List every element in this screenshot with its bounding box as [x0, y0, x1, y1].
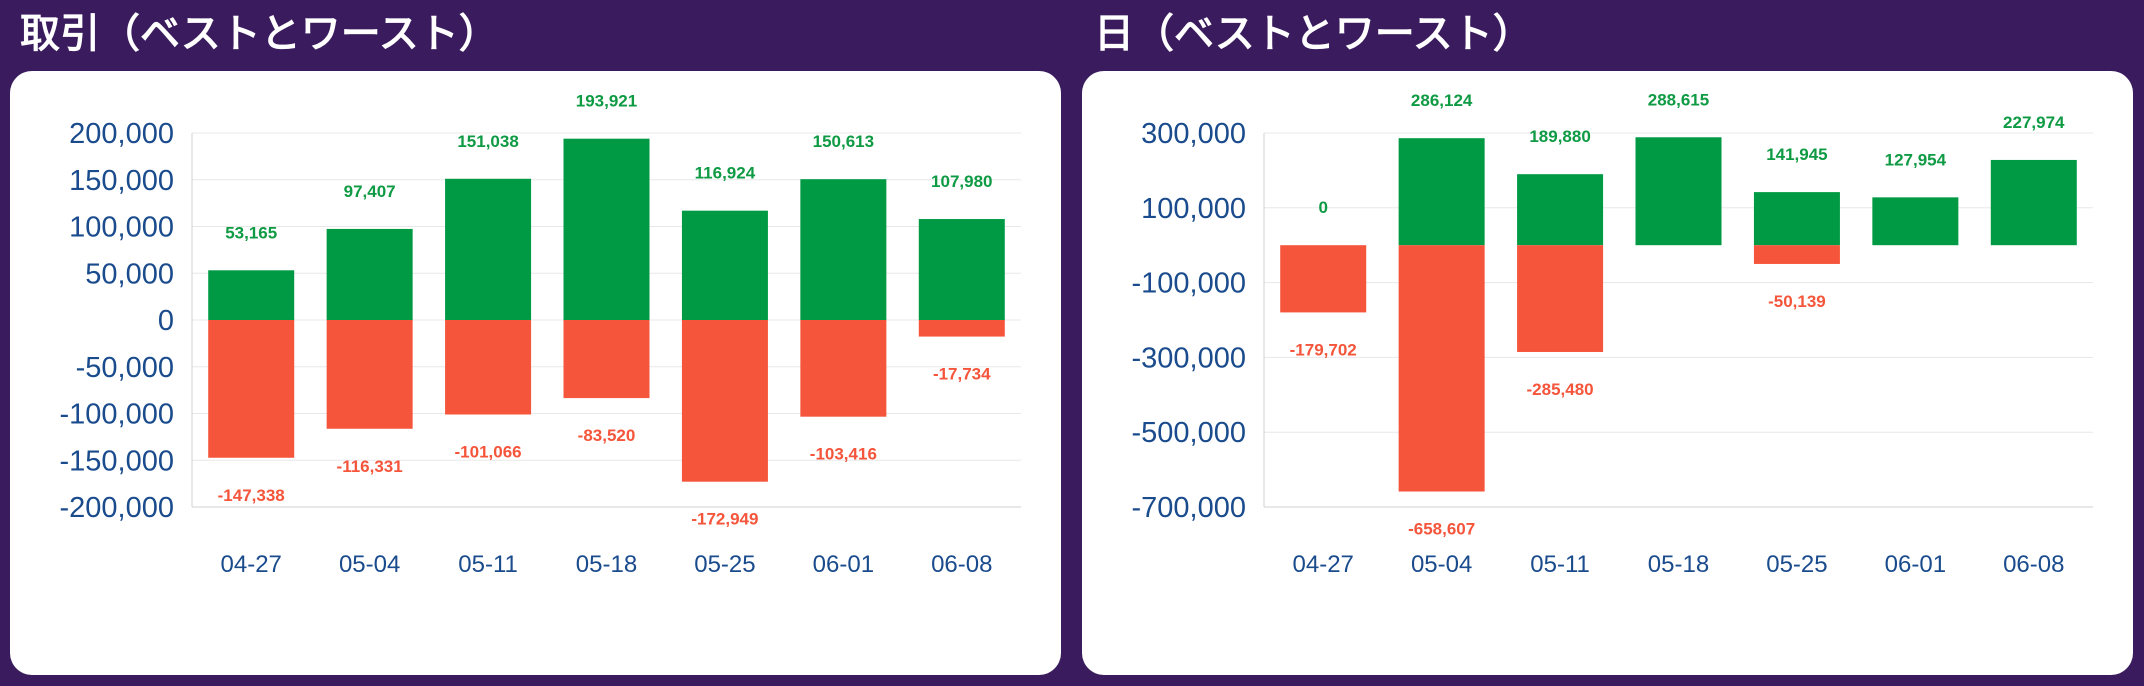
- chart-days: 300,000 100,000 -100,000 -300,000 -500,000 -7…: [1132, 90, 2093, 578]
- data-label-worst: -17,734: [933, 365, 991, 384]
- chart-card-days: 300,000 100,000 -100,000 -300,000 -500,000 -7…: [1082, 71, 2133, 675]
- y-tick-label: 150,000: [69, 165, 174, 197]
- data-label-worst: -658,607: [1408, 520, 1475, 539]
- y-tick-label: 300,000: [1141, 118, 1246, 150]
- bar-worst: [445, 320, 532, 415]
- x-tick-label: 05-25: [694, 551, 755, 578]
- y-tick-label: -200,000: [60, 492, 175, 524]
- y-tick-label: -300,000: [1132, 342, 1247, 374]
- bar-worst: [563, 320, 650, 399]
- data-label-best: 193,921: [576, 92, 637, 111]
- data-label-best: 150,613: [813, 132, 874, 151]
- chart-trades: 200,000 150,000 100,000 50,000 0 -50,000 -100,…: [60, 92, 1021, 578]
- bar-best: [563, 138, 650, 320]
- x-tick-label: 05-11: [1530, 551, 1590, 578]
- x-tick-label: 05-11: [458, 551, 518, 578]
- bar-best: [1753, 192, 1840, 246]
- data-label-best: 127,954: [1885, 150, 1947, 169]
- x-tick-label: 06-01: [813, 551, 874, 578]
- x-tick-label: 04-27: [221, 551, 282, 578]
- y-tick-label: -150,000: [60, 445, 175, 477]
- x-tick-label: 06-08: [931, 551, 992, 578]
- bar-best: [681, 210, 768, 320]
- data-label-best: 227,974: [2003, 113, 2065, 132]
- data-label-best: 288,615: [1648, 90, 1709, 109]
- bar-worst: [800, 320, 887, 417]
- bar-best: [918, 219, 1005, 320]
- chart-title-days: 日（ベストとワースト）: [1094, 11, 1533, 57]
- data-label-worst: -172,949: [691, 510, 758, 529]
- data-label-worst: -285,480: [1527, 380, 1594, 399]
- y-tick-label: 200,000: [69, 118, 174, 150]
- bar-best: [1635, 137, 1722, 246]
- bar-worst: [1517, 245, 1604, 352]
- x-tick-label: 05-18: [1648, 551, 1709, 578]
- bar-worst: [1398, 245, 1485, 492]
- bar-best: [326, 228, 413, 320]
- data-label-best: 107,980: [931, 172, 992, 191]
- data-label-best: 53,165: [225, 223, 277, 242]
- chart-card-trades: 200,000 150,000 100,000 50,000 0 -50,000 -100,…: [10, 71, 1061, 675]
- data-label-worst: -101,066: [455, 442, 522, 461]
- chart-title-trades: 取引（ベストとワースト）: [20, 11, 499, 57]
- x-tick-label: 05-18: [576, 551, 637, 578]
- data-label-best: 151,038: [457, 132, 518, 151]
- bar-best: [1990, 159, 2077, 246]
- y-tick-label: 100,000: [1141, 193, 1246, 225]
- data-label-worst: -103,416: [810, 445, 877, 464]
- bar-worst: [1280, 245, 1367, 313]
- bar-best: [208, 270, 295, 320]
- data-label-best: 97,407: [344, 182, 396, 201]
- y-tick-label: 0: [158, 305, 174, 337]
- x-tick-label: 06-08: [2003, 551, 2064, 578]
- data-label-worst: -116,331: [337, 457, 403, 476]
- data-label-worst: -147,338: [218, 486, 285, 505]
- bar-best: [1872, 197, 1959, 246]
- y-tick-label: 100,000: [69, 212, 174, 244]
- data-label-best: 116,924: [695, 164, 756, 183]
- bar-worst: [1753, 245, 1840, 264]
- data-label-best: 286,124: [1411, 91, 1473, 110]
- y-tick-label: -100,000: [1132, 268, 1247, 300]
- bar-worst: [208, 320, 295, 458]
- data-label-worst: -179,702: [1290, 340, 1357, 359]
- data-label-worst: -50,139: [1768, 292, 1826, 311]
- y-tick-label: -50,000: [76, 352, 174, 384]
- y-tick-label: -700,000: [1132, 492, 1247, 524]
- y-tick-label: -500,000: [1132, 417, 1247, 449]
- bar-worst: [918, 320, 1005, 337]
- x-tick-label: 04-27: [1293, 551, 1354, 578]
- y-tick-label: 50,000: [85, 258, 174, 290]
- bar-best: [1398, 138, 1485, 246]
- data-label-best: 141,945: [1766, 145, 1827, 164]
- bar-worst: [326, 320, 413, 429]
- bar-best: [445, 178, 532, 320]
- x-tick-label: 05-25: [1766, 551, 1827, 578]
- x-tick-label: 05-04: [339, 551, 400, 578]
- x-tick-label: 06-01: [1885, 551, 1946, 578]
- bar-worst: [681, 320, 768, 482]
- bar-best: [800, 179, 887, 320]
- y-tick-label: -100,000: [60, 399, 175, 431]
- data-label-best: 0: [1318, 198, 1327, 217]
- data-label-best: 189,880: [1529, 127, 1590, 146]
- data-label-worst: -83,520: [578, 426, 636, 445]
- x-tick-label: 05-04: [1411, 551, 1472, 578]
- bar-best: [1517, 174, 1604, 246]
